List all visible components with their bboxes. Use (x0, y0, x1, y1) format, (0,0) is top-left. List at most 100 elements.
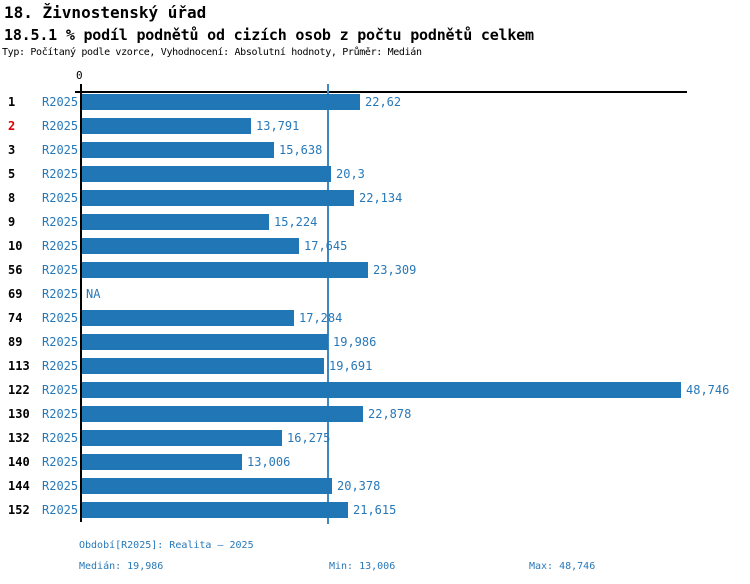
bar-value-label: 20,378 (337, 479, 381, 493)
row-series-label: R2025 (42, 455, 79, 469)
chart-row: 2 R2025 13,791 (0, 114, 750, 138)
footer-period-label: Období[R2025]: Realita – 2025 (79, 540, 254, 551)
chart-row: 1 R2025 22,62 (0, 90, 750, 114)
row-series-label: R2025 (42, 359, 79, 373)
bar (82, 358, 324, 374)
bar-value-label: 22,62 (365, 95, 402, 109)
chart-row: 89 R2025 19,986 (0, 330, 750, 354)
report-subtitle: 18.5.1 % podíl podnětů od cizích osob z … (4, 26, 534, 44)
bar-value-label: 17,284 (299, 311, 343, 325)
bar (82, 190, 354, 206)
bar (82, 142, 274, 158)
row-series-label: R2025 (42, 335, 79, 349)
row-category-label: 144 (8, 479, 30, 493)
row-series-label: R2025 (42, 311, 79, 325)
bar (82, 310, 294, 326)
row-category-label: 10 (8, 239, 23, 253)
bar (82, 430, 282, 446)
bar (82, 454, 242, 470)
footer-max-label: Max: 48,746 (529, 561, 596, 572)
row-category-label: 9 (8, 215, 16, 229)
row-series-label: R2025 (42, 95, 79, 109)
row-category-label: 122 (8, 383, 30, 397)
row-series-label: R2025 (42, 383, 79, 397)
chart-row: 130 R2025 22,878 (0, 402, 750, 426)
chart-row: 3 R2025 15,638 (0, 138, 750, 162)
footer-median-label: Medián: 19,986 (79, 561, 164, 572)
bar (82, 334, 328, 350)
row-series-label: R2025 (42, 239, 79, 253)
bar (82, 478, 332, 494)
bar-value-label: 22,134 (359, 191, 403, 205)
row-category-label: 3 (8, 143, 16, 157)
x-axis-zero-tick-label: 0 (76, 69, 83, 82)
bar-value-label: 20,3 (336, 167, 365, 181)
bar-value-label: NA (86, 287, 101, 301)
bar-value-label: 19,986 (333, 335, 377, 349)
bar (82, 262, 368, 278)
row-category-label: 1 (8, 95, 16, 109)
chart-row: 113 R2025 19,691 (0, 354, 750, 378)
row-category-label: 8 (8, 191, 16, 205)
row-series-label: R2025 (42, 191, 79, 205)
chart-row: 144 R2025 20,378 (0, 474, 750, 498)
bar-value-label: 22,878 (368, 407, 412, 421)
row-category-label: 5 (8, 167, 16, 181)
row-category-label: 89 (8, 335, 23, 349)
row-series-label: R2025 (42, 503, 79, 517)
y-axis-line (80, 84, 82, 522)
report-title: 18. Živnostenský úřad (4, 3, 207, 22)
chart-row: 8 R2025 22,134 (0, 186, 750, 210)
bar-value-label: 19,691 (329, 359, 373, 373)
bar (82, 382, 681, 398)
row-series-label: R2025 (42, 167, 79, 181)
bar-value-label: 16,275 (287, 431, 331, 445)
bar-value-label: 17,645 (304, 239, 348, 253)
row-category-label: 113 (8, 359, 30, 373)
median-reference-line (327, 84, 329, 524)
row-category-label: 152 (8, 503, 30, 517)
bar-value-label: 21,615 (353, 503, 397, 517)
row-category-label: 140 (8, 455, 30, 469)
chart-row: 152 R2025 21,615 (0, 498, 750, 522)
row-series-label: R2025 (42, 215, 79, 229)
row-category-label: 56 (8, 263, 23, 277)
bar-value-label: 13,006 (247, 455, 291, 469)
bar (82, 94, 360, 110)
row-category-label: 69 (8, 287, 23, 301)
chart-row: 56 R2025 23,309 (0, 258, 750, 282)
bar-value-label: 15,638 (279, 143, 323, 157)
bar (82, 238, 299, 254)
bar-value-label: 48,746 (686, 383, 730, 397)
chart-row: 10 R2025 17,645 (0, 234, 750, 258)
bar (82, 118, 251, 134)
row-category-label: 74 (8, 311, 23, 325)
row-series-label: R2025 (42, 407, 79, 421)
chart-row: 122 R2025 48,746 (0, 378, 750, 402)
bar (82, 502, 348, 518)
bar (82, 214, 269, 230)
bar (82, 166, 331, 182)
chart-row: 74 R2025 17,284 (0, 306, 750, 330)
row-category-label: 2 (8, 119, 16, 133)
row-series-label: R2025 (42, 143, 79, 157)
row-series-label: R2025 (42, 119, 79, 133)
row-series-label: R2025 (42, 479, 79, 493)
bar-value-label: 15,224 (274, 215, 318, 229)
bar-value-label: 13,791 (256, 119, 300, 133)
row-category-label: 132 (8, 431, 30, 445)
chart-row: 132 R2025 16,275 (0, 426, 750, 450)
chart-row: 140 R2025 13,006 (0, 450, 750, 474)
footer-min-label: Min: 13,006 (329, 561, 396, 572)
row-category-label: 130 (8, 407, 30, 421)
x-axis-line (75, 91, 687, 93)
bar-value-label: 23,309 (373, 263, 417, 277)
bar (82, 406, 363, 422)
row-series-label: R2025 (42, 287, 79, 301)
chart-row: 5 R2025 20,3 (0, 162, 750, 186)
chart-row: 69 R2025 NA (0, 282, 750, 306)
chart-row: 9 R2025 15,224 (0, 210, 750, 234)
row-series-label: R2025 (42, 263, 79, 277)
